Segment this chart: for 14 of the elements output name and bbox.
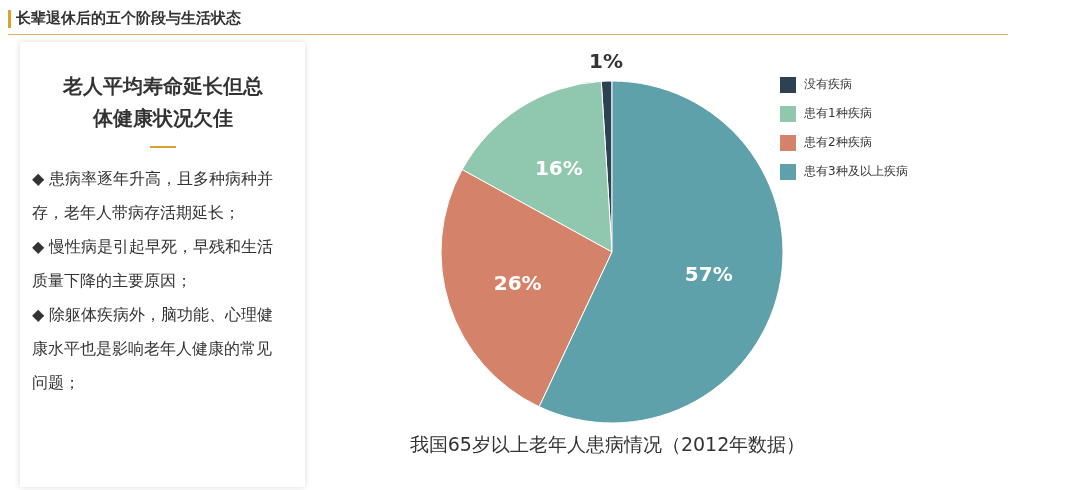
text: ◆ 慢性病是引起早死，早残和生活质量下降的主要原因； xyxy=(32,236,275,292)
text: 我国65岁以上老年人患病情况（2012年数据） xyxy=(408,432,807,457)
legend-label: 患有2种疾病 xyxy=(803,134,873,151)
text: ◆ 患病率逐年升高，且多种病种并存，老年人带病存活期延长； xyxy=(32,168,275,224)
data-label: 1% xyxy=(589,49,623,74)
legend-label: 患有1种疾病 xyxy=(803,105,873,122)
legend-label: 患有3种及以上疾病 xyxy=(803,163,909,180)
data-label: 26% xyxy=(493,270,542,295)
text: ◆ 除躯体疾病外，脑功能、心理健康水平也是影响老年人健康的常见问题； xyxy=(32,304,275,394)
data-label: 57% xyxy=(684,261,733,286)
text: 老人平均寿命延长但总体健康状况欠佳 xyxy=(61,73,264,132)
legend-label: 没有疾病 xyxy=(803,76,853,93)
data-label: 16% xyxy=(534,156,583,181)
text: 长辈退休后的五个阶段与生活状态 xyxy=(16,9,241,28)
